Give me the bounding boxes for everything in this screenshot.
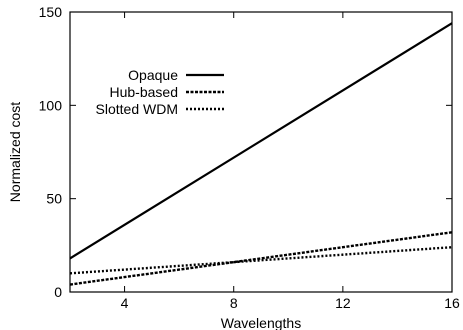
series-layer xyxy=(69,22,453,286)
y-tick-label: 150 xyxy=(39,4,63,20)
x-tick-label: 8 xyxy=(230,295,238,311)
y-axis-label: Normalized cost xyxy=(7,102,23,202)
series-line-hub-based xyxy=(69,231,453,286)
legend-label-opaque: Opaque xyxy=(128,67,178,83)
legend-label-slotted-wdm: Slotted WDM xyxy=(96,101,178,117)
y-tick-label: 100 xyxy=(39,97,63,113)
series-line-slotted-wdm xyxy=(69,246,453,275)
x-tick-label: 12 xyxy=(335,295,351,311)
x-tick-label: 16 xyxy=(444,295,460,311)
plot-frame xyxy=(69,11,453,293)
x-tick-label: 4 xyxy=(121,295,129,311)
ticks-layer: 4 8 12 16 0 50 100 150 xyxy=(39,4,460,311)
x-axis-label: Wavelengths xyxy=(221,315,301,330)
y-tick-label: 50 xyxy=(46,191,62,207)
y-tick-label: 0 xyxy=(54,284,62,300)
legend-label-hub-based: Hub-based xyxy=(110,84,179,100)
series-line-opaque xyxy=(69,22,453,260)
